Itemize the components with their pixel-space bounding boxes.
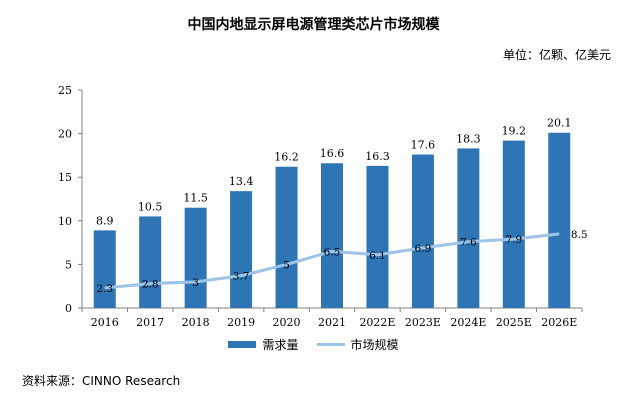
unit-label: 单位：亿颗、亿美元 (502, 48, 611, 62)
bar (93, 230, 116, 308)
x-tick-label: 2024E (450, 316, 486, 329)
bar-value-label: 16.3 (365, 150, 390, 163)
line-value-label: 8.5 (571, 229, 588, 241)
y-tick-label: 20 (58, 128, 72, 141)
x-tick-label: 2025E (496, 316, 532, 329)
line-value-label: 2.3 (96, 283, 113, 295)
y-tick-label: 5 (65, 258, 72, 271)
bar-value-label: 19.2 (502, 125, 527, 138)
line-value-label: 7.6 (460, 237, 477, 249)
x-tick-label: 2017 (136, 316, 164, 329)
y-tick-label: 25 (58, 84, 72, 97)
legend: 需求量 市场规模 (0, 336, 627, 353)
bar-value-label: 13.4 (229, 175, 254, 188)
line-value-label: 3 (192, 277, 199, 289)
bar (139, 216, 162, 308)
bar-value-label: 20.1 (547, 117, 572, 130)
legend-item-market: 市场规模 (316, 336, 399, 353)
bar (548, 132, 571, 308)
bar-value-label: 11.5 (183, 192, 208, 205)
line-value-label: 2.8 (142, 279, 159, 291)
bar (457, 148, 480, 308)
bar-value-label: 16.2 (274, 151, 299, 164)
data-labels: 8.9 10.5 11.5 13.4 16.2 16.6 16.3 17.6 18.3 19.2 2… (96, 117, 588, 295)
y-tick-label: 10 (58, 215, 72, 228)
legend-swatch-bar (228, 341, 257, 348)
x-tick-label: 2021 (318, 316, 346, 329)
x-tick-label: 2022E (359, 316, 395, 329)
bar (411, 154, 434, 308)
line-value-label: 6.9 (415, 243, 432, 255)
line-value-label: 7.9 (505, 234, 522, 246)
x-tick-label: 2018 (182, 316, 210, 329)
source-note: 资料来源：CINNO Research (22, 374, 181, 388)
bar (184, 207, 207, 308)
chart-svg: 0 5 10 15 20 25 2016 2017 2018 2019 2020 2021 2022E 2… (58, 84, 588, 329)
line-series (104, 232, 560, 290)
bar (502, 140, 525, 308)
line-value-label: 3.7 (233, 271, 250, 283)
bar (366, 165, 389, 308)
x-tick-label: 2023E (405, 316, 441, 329)
line-value-label: 5 (283, 259, 290, 271)
legend-item-demand: 需求量 (228, 336, 299, 353)
y-tick-label: 0 (65, 302, 72, 315)
line-value-label: 6.1 (369, 250, 386, 262)
bar-value-label: 17.6 (411, 139, 436, 152)
bar (230, 191, 253, 308)
legend-swatch-line (316, 343, 345, 346)
x-tick-label: 2019 (227, 316, 255, 329)
line-value-label: 6.5 (324, 246, 341, 258)
legend-label-demand: 需求量 (262, 338, 299, 352)
market-size-line (104, 232, 560, 290)
bar-value-label: 18.3 (456, 132, 481, 145)
bar (321, 163, 343, 308)
x-tick-label: 2026E (541, 316, 577, 329)
axes: 0 5 10 15 20 25 2016 2017 2018 2019 2020 2021 2022E 2… (58, 84, 583, 329)
x-tick-label: 2020 (273, 316, 301, 329)
bar-value-label: 8.9 (96, 214, 114, 227)
x-tick-label: 2016 (91, 316, 119, 329)
bar (275, 166, 298, 308)
legend-label-market: 市场规模 (350, 338, 399, 352)
y-tick-label: 15 (58, 171, 72, 184)
chart-title: 中国内地显示屏电源管理类芯片市场规模 (187, 17, 440, 33)
bar-value-label: 10.5 (138, 200, 163, 213)
bar-value-label: 16.6 (320, 147, 345, 160)
